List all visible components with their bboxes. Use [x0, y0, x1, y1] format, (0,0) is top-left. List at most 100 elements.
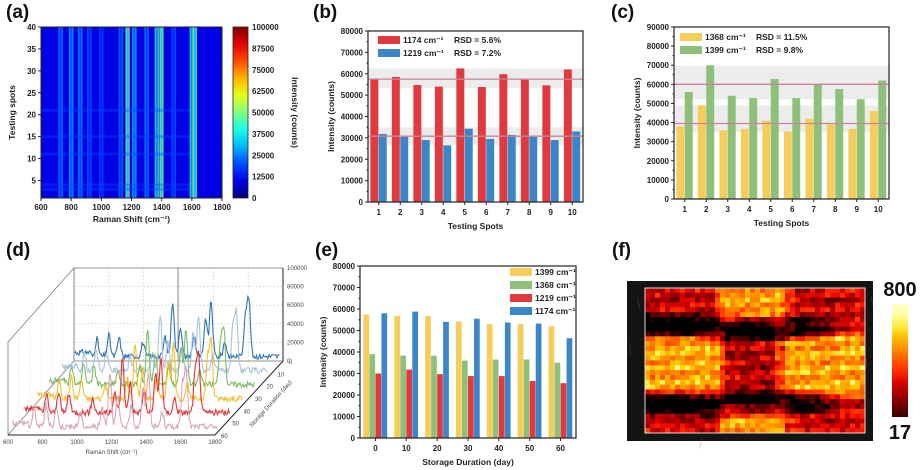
map-cell — [655, 394, 661, 400]
map-cell — [745, 292, 751, 298]
map-cell — [730, 365, 736, 371]
map-cell — [750, 307, 756, 313]
x-tick-label: 9 — [855, 205, 860, 214]
map-cell — [750, 394, 756, 400]
map-cell — [665, 384, 671, 390]
x-tick-label: 4 — [747, 205, 752, 214]
bar-1368-0 — [369, 354, 376, 438]
map-cell — [790, 355, 796, 361]
map-cell — [810, 336, 816, 342]
map-cell — [715, 375, 721, 381]
map-cell — [820, 379, 826, 385]
map-cell — [655, 355, 661, 361]
map-cell — [705, 317, 711, 323]
map-cell — [735, 360, 741, 366]
map-cell — [655, 384, 661, 390]
map-cell — [850, 307, 856, 313]
x-tick-label: 1000 — [70, 440, 84, 446]
map-cell — [695, 341, 701, 347]
map-cell — [700, 355, 706, 361]
map-cell — [760, 346, 766, 352]
map-cell — [850, 292, 856, 298]
map-cell — [765, 355, 771, 361]
map-cell — [840, 350, 846, 356]
map-cell — [840, 370, 846, 376]
map-cell — [860, 302, 866, 308]
map-cell — [690, 336, 696, 342]
y-axis-label: Testing spots — [7, 85, 17, 140]
map-cell — [670, 336, 676, 342]
map-cell — [660, 292, 666, 298]
map-cell — [675, 394, 681, 400]
map-cell — [685, 302, 691, 308]
y-tick-label: 10 — [27, 155, 36, 164]
map-cell — [830, 326, 836, 332]
map-cell — [660, 341, 666, 347]
map-cell — [685, 326, 691, 332]
map-cell — [690, 384, 696, 390]
map-cell — [775, 418, 781, 424]
map-cell — [675, 326, 681, 332]
map-cell — [840, 379, 846, 385]
map-cell — [730, 379, 736, 385]
map-cell — [860, 341, 866, 347]
map-cell — [730, 336, 736, 342]
map-cell — [730, 399, 736, 405]
map-cell — [835, 288, 841, 294]
map-cell — [790, 408, 796, 414]
map-cell — [810, 413, 816, 419]
y-tick-label: 30000 — [341, 134, 364, 143]
map-cell — [695, 413, 701, 419]
map-cell — [825, 288, 831, 294]
map-cell — [725, 365, 731, 371]
map-cell — [855, 365, 861, 371]
map-cell — [695, 408, 701, 414]
x-tick-label: 7 — [506, 208, 511, 217]
map-cell — [820, 418, 826, 424]
y-tick-label: 20000 — [287, 340, 304, 346]
map-cell — [860, 428, 866, 434]
map-cell — [845, 399, 851, 405]
map-cell — [740, 331, 746, 337]
map-cell — [690, 413, 696, 419]
map-cell — [680, 307, 686, 313]
map-cell — [800, 336, 806, 342]
map-cell — [660, 408, 666, 414]
map-cell — [810, 389, 816, 395]
map-cell — [825, 360, 831, 366]
map-cell — [645, 370, 651, 376]
map-cell — [645, 408, 651, 414]
map-cell — [790, 428, 796, 434]
bar-1219-30 — [468, 376, 474, 438]
map-cell — [665, 413, 671, 419]
map-cell — [655, 413, 661, 419]
map-cell — [665, 428, 671, 434]
map-cell — [785, 360, 791, 366]
bar-1399-50 — [517, 324, 524, 438]
map-cell — [835, 336, 841, 342]
map-cell — [715, 418, 721, 424]
legend-swatch — [510, 281, 532, 289]
map-cell — [790, 418, 796, 424]
map-cell — [720, 312, 726, 318]
chart-c-bar: 0100002000030000400005000060000700008000… — [632, 23, 890, 228]
map-cell — [840, 355, 846, 361]
x-tick-label: 3 — [420, 208, 425, 217]
map-cell — [690, 355, 696, 361]
map-cell — [800, 399, 806, 405]
map-cell — [830, 375, 836, 381]
map-cell — [850, 428, 856, 434]
map-cell — [775, 321, 781, 327]
map-cell — [820, 326, 826, 332]
map-cell — [860, 413, 866, 419]
legend-label: 1174 cm⁻¹ — [535, 306, 576, 316]
map-cell — [815, 350, 821, 356]
map-cell — [820, 317, 826, 323]
map-cell — [750, 360, 756, 366]
colorbar-tick-label: 37500 — [252, 130, 275, 139]
map-cell — [775, 307, 781, 313]
map-cell — [680, 408, 686, 414]
map-cell — [795, 360, 801, 366]
map-cell — [730, 408, 736, 414]
y-tick-label: 60000 — [341, 70, 364, 79]
